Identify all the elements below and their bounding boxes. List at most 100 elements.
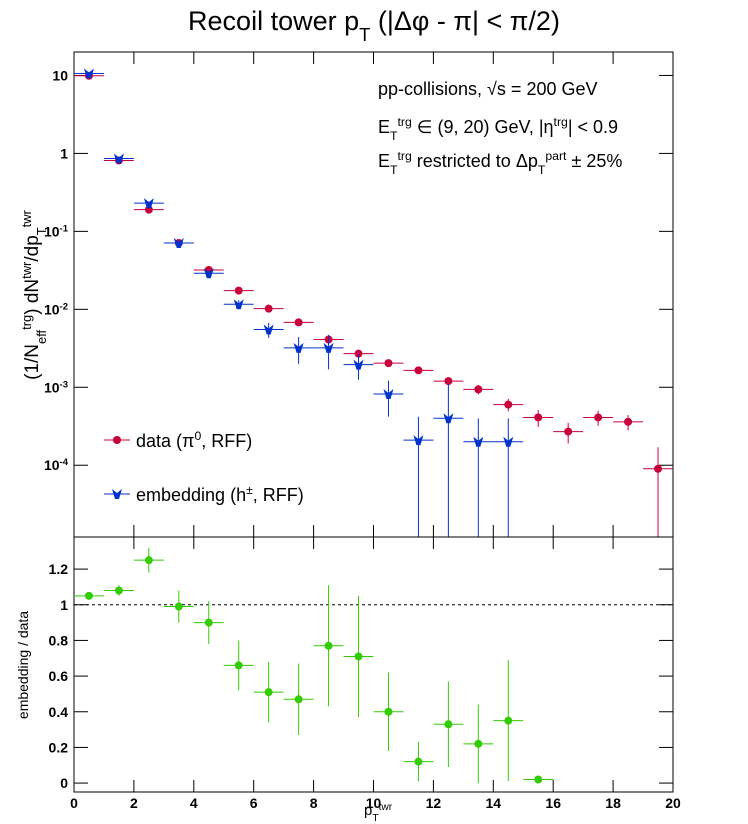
y-axis-label: embedding / data (15, 611, 31, 719)
marker (503, 436, 514, 447)
label-part: eff (34, 329, 49, 344)
y-tick-label: 10-2 (44, 301, 68, 318)
y-tick-label: 10 (52, 67, 68, 83)
marker (564, 427, 573, 436)
marker (534, 413, 543, 422)
marker (234, 286, 243, 295)
marker (112, 489, 122, 499)
tick-exponent: -2 (60, 301, 68, 312)
marker (114, 586, 123, 595)
tick-base: 10 (44, 457, 60, 473)
marker (234, 661, 243, 670)
tick-base: 10 (44, 301, 60, 317)
marker (384, 359, 393, 368)
marker (534, 775, 543, 784)
legend-label: data (π0, RFF) (136, 429, 252, 451)
annotation-part: part (545, 149, 567, 163)
x-tick-label: 10 (366, 795, 382, 811)
tick-exponent: -3 (60, 379, 68, 390)
annotation-part: E (378, 151, 390, 171)
y-tick-label: 1.2 (49, 561, 69, 577)
marker (624, 417, 633, 426)
title-part: Recoil tower p (188, 6, 359, 36)
title-part: (|Δφ - π| < π/2) (370, 6, 560, 36)
marker (354, 652, 363, 661)
legend-label: embedding (h±, RFF) (136, 483, 304, 505)
marker (174, 602, 183, 611)
y-tick-label: 1 (60, 597, 68, 613)
legend-part: embedding (h (136, 485, 246, 505)
marker (444, 720, 453, 729)
marker (414, 757, 423, 766)
annotation: pp-collisions, √s = 200 GeV (378, 79, 598, 99)
legend-part: 0 (194, 429, 201, 443)
y-tick-label: 0.8 (49, 632, 69, 648)
label-part: T (372, 813, 378, 824)
marker (474, 385, 483, 394)
y-tick-label: 0 (60, 775, 68, 791)
annotation-part: T (390, 163, 398, 177)
tick-exponent: -4 (60, 457, 69, 468)
legend-part: ± (246, 483, 253, 497)
x-tick-label: 18 (605, 795, 621, 811)
legend-part: , RFF) (253, 485, 304, 505)
annotation-part: trg (398, 115, 412, 129)
x-tick-label: 12 (426, 795, 442, 811)
marker (173, 237, 184, 248)
marker (263, 324, 274, 335)
annotation-part: pp-collisions, √s = 200 GeV (378, 79, 598, 99)
y-tick-label: 1 (60, 145, 68, 161)
marker (264, 688, 273, 697)
marker (83, 68, 94, 79)
y-tick-label: 10-1 (44, 223, 69, 240)
x-tick-label: 2 (130, 795, 138, 811)
marker (264, 304, 273, 313)
tick-exponent: -1 (60, 223, 69, 234)
label-part: trg (19, 315, 34, 330)
x-axis-label: pTtwr (364, 802, 393, 824)
marker (504, 400, 513, 409)
marker (443, 413, 454, 424)
label-part: T (34, 227, 49, 235)
marker (294, 695, 303, 704)
label-part: twr (19, 261, 34, 279)
marker (353, 359, 364, 370)
legend-part: , RFF) (201, 431, 252, 451)
marker (84, 591, 93, 600)
x-tick-label: 20 (665, 795, 681, 811)
y-tick-label: 0.6 (49, 668, 69, 684)
marker (413, 435, 424, 446)
marker (473, 436, 484, 447)
marker (414, 366, 423, 375)
legend-part: data (π (136, 431, 194, 451)
marker (204, 618, 213, 627)
annotation-part: T (538, 163, 546, 177)
x-tick-label: 8 (310, 795, 318, 811)
marker (323, 342, 334, 353)
annotation: ETtrg ∈ (9, 20) GeV, |ηtrg| < 0.9 (378, 115, 618, 143)
marker (113, 436, 121, 444)
tick-base: 10 (44, 223, 60, 239)
title-part: T (359, 24, 370, 45)
marker (233, 299, 244, 310)
marker (294, 318, 303, 327)
y-tick-label: 0.4 (49, 704, 69, 720)
y-tick-label: 10-4 (44, 457, 69, 474)
x-tick-label: 14 (486, 795, 502, 811)
annotation-part: trg (398, 149, 412, 163)
label-part: twr (379, 802, 393, 813)
x-tick-label: 16 (545, 795, 561, 811)
annotation-part: restricted to Δp (412, 151, 538, 171)
x-tick-label: 0 (70, 795, 78, 811)
label-part: ) dN (22, 279, 43, 315)
marker (324, 641, 333, 650)
x-tick-label: 4 (190, 795, 198, 811)
marker (293, 342, 304, 353)
annotation: ETtrg restricted to ΔpTpart ± 25% (378, 149, 622, 177)
label-part: (1/N (22, 344, 43, 380)
annotation-part: | < 0.9 (568, 117, 618, 137)
marker (384, 707, 393, 716)
y-tick-label: 10-3 (44, 379, 68, 396)
marker (654, 464, 663, 473)
marker (144, 556, 153, 565)
